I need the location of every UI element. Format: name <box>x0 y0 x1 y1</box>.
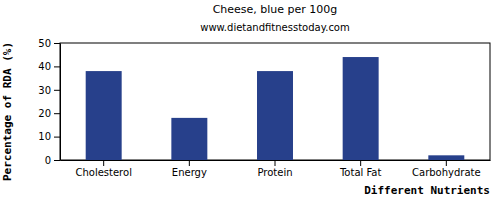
y-tick-label: 20 <box>38 108 51 119</box>
x-tick-mark <box>103 160 104 166</box>
y-tick-mark <box>54 160 60 161</box>
y-tick: 30 <box>38 85 60 96</box>
y-tick: 50 <box>38 38 60 49</box>
y-axis-line <box>60 44 61 161</box>
x-tick-label: Carbohydrate <box>412 167 481 178</box>
y-tick-mark <box>54 43 60 44</box>
x-tick: Protein <box>257 160 292 178</box>
x-tick-mark <box>189 160 190 166</box>
y-tick-mark <box>54 90 60 91</box>
y-tick: 40 <box>38 61 60 72</box>
bar <box>86 71 122 160</box>
y-tick: 10 <box>38 131 60 142</box>
chart: 0 10 20 30 40 50 Cholesterol Energy Protein Total… <box>0 0 500 200</box>
y-tick-label: 0 <box>45 155 51 166</box>
x-tick-label: Protein <box>257 167 292 178</box>
y-axis: 0 10 20 30 40 50 <box>38 38 60 166</box>
title: Cheese, blue per 100g <box>213 3 338 16</box>
x-tick-mark <box>446 160 447 166</box>
x-tick: Total Fat <box>339 160 381 178</box>
x-tick-mark <box>360 160 361 166</box>
x-tick-label: Cholesterol <box>75 167 131 178</box>
y-tick-mark <box>54 66 60 67</box>
x-axis: Cholesterol Energy Protein Total Fat Carbohy… <box>61 160 491 178</box>
bar <box>171 118 207 160</box>
bar <box>428 155 464 160</box>
x-tick-label: Total Fat <box>339 167 381 178</box>
x-tick: Cholesterol <box>75 160 131 178</box>
bars <box>86 57 465 160</box>
plot-frame <box>60 43 490 160</box>
x-axis-title: Different Nutrients <box>364 184 490 197</box>
y-tick-label: 30 <box>38 85 51 96</box>
y-tick: 20 <box>38 108 60 119</box>
y-tick-label: 40 <box>38 61 51 72</box>
x-tick: Carbohydrate <box>412 160 481 178</box>
subtitle: www.dietandfitnesstoday.com <box>200 22 349 33</box>
y-tick-label: 10 <box>38 131 51 142</box>
y-tick-label: 50 <box>38 38 51 49</box>
y-tick-mark <box>54 137 60 138</box>
x-tick: Energy <box>172 160 207 178</box>
y-tick-mark <box>54 113 60 114</box>
y-tick: 0 <box>45 155 60 166</box>
x-tick-label: Energy <box>172 167 207 178</box>
y-axis-title: Percentage of RDA (%) <box>1 42 14 181</box>
x-tick-mark <box>275 160 276 166</box>
bar <box>343 57 379 160</box>
bar <box>257 71 293 160</box>
